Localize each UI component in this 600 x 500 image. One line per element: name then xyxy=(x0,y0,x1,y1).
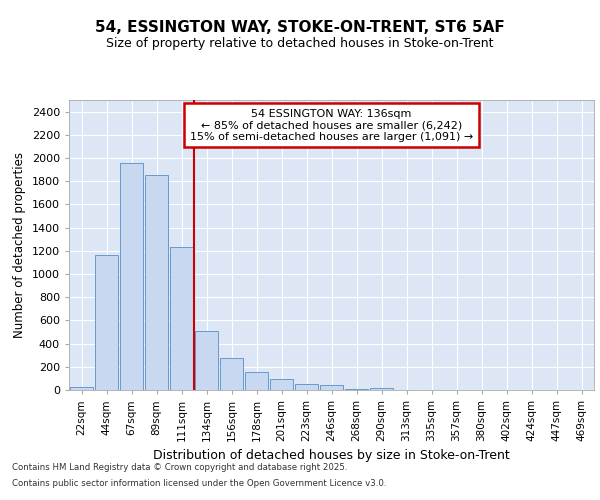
Bar xyxy=(120,162,143,390)
Y-axis label: Number of detached properties: Number of detached properties xyxy=(13,152,26,338)
Bar xyxy=(370,388,393,390)
Text: Contains HM Land Registry data © Crown copyright and database right 2025.: Contains HM Land Registry data © Crown c… xyxy=(12,464,347,472)
Bar xyxy=(195,331,218,390)
Bar xyxy=(245,372,268,390)
Bar xyxy=(170,248,193,390)
Bar xyxy=(295,384,318,390)
Bar xyxy=(220,358,243,390)
Bar xyxy=(95,255,118,390)
Text: 54, ESSINGTON WAY, STOKE-ON-TRENT, ST6 5AF: 54, ESSINGTON WAY, STOKE-ON-TRENT, ST6 5… xyxy=(95,20,505,35)
X-axis label: Distribution of detached houses by size in Stoke-on-Trent: Distribution of detached houses by size … xyxy=(153,450,510,462)
Bar xyxy=(270,379,293,390)
Text: Size of property relative to detached houses in Stoke-on-Trent: Size of property relative to detached ho… xyxy=(106,38,494,51)
Bar xyxy=(145,176,168,390)
Text: Contains public sector information licensed under the Open Government Licence v3: Contains public sector information licen… xyxy=(12,478,386,488)
Bar xyxy=(320,386,343,390)
Bar xyxy=(70,386,93,390)
Text: 54 ESSINGTON WAY: 136sqm
← 85% of detached houses are smaller (6,242)
15% of sem: 54 ESSINGTON WAY: 136sqm ← 85% of detach… xyxy=(190,108,473,142)
